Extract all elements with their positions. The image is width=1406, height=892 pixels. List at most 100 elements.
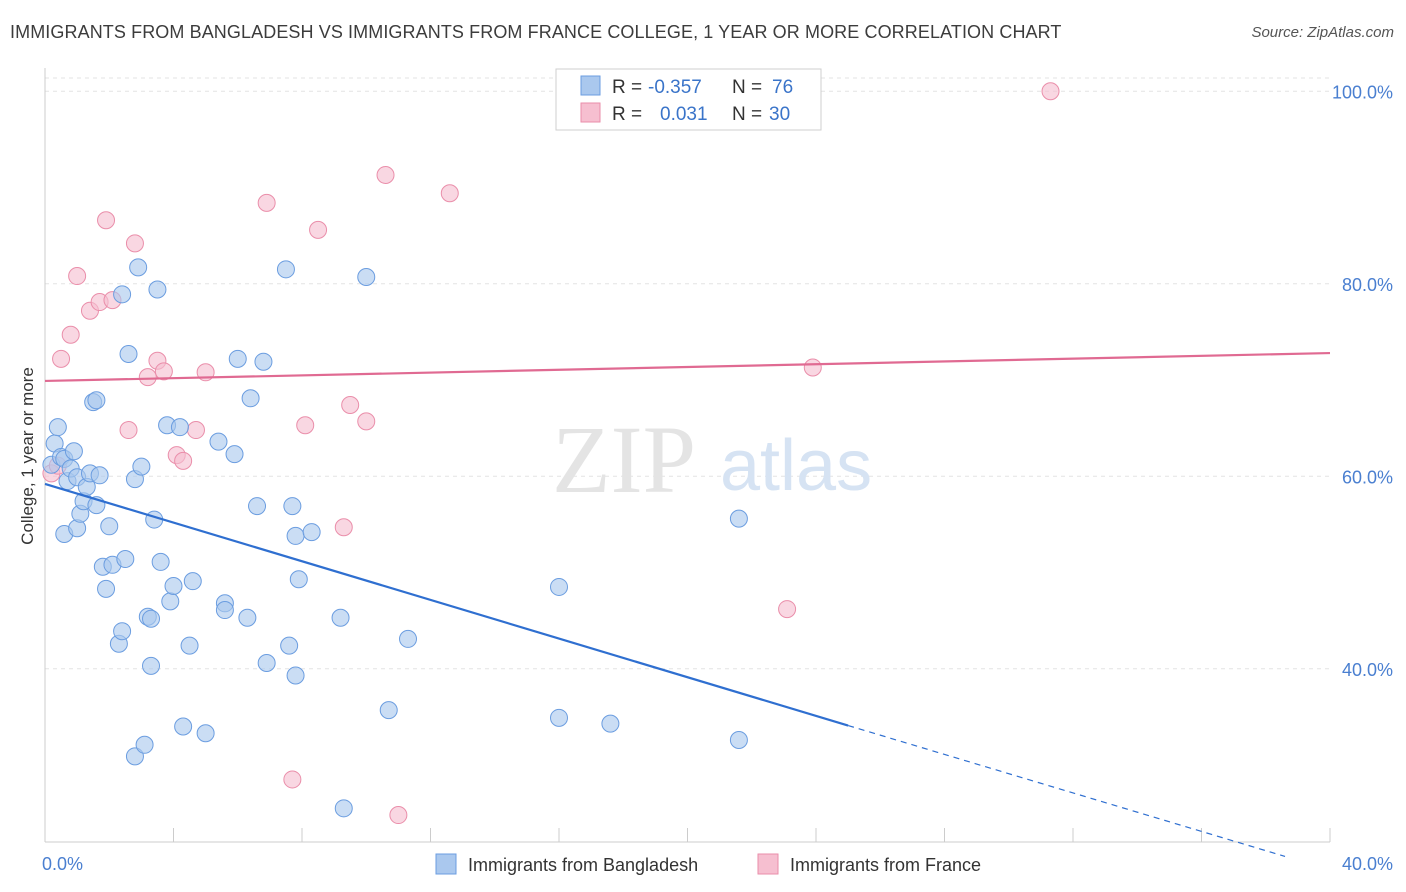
point-bangladesh: [257, 653, 276, 672]
point-france: [125, 234, 144, 253]
point-bangladesh: [729, 730, 748, 749]
y-tick-label: 40.0%: [1342, 660, 1393, 680]
point-bangladesh: [241, 389, 260, 408]
point-bangladesh: [302, 523, 321, 542]
watermark-atlas: atlas: [720, 426, 872, 506]
point-bangladesh: [90, 466, 109, 485]
trend-line-bangladesh: [44, 482, 849, 727]
point-bangladesh: [289, 570, 308, 589]
point-bangladesh: [276, 260, 295, 279]
point-bangladesh: [550, 708, 568, 727]
point-bangladesh: [164, 576, 183, 595]
point-france: [341, 396, 360, 415]
point-bangladesh: [129, 258, 148, 277]
point-bangladesh: [170, 418, 189, 437]
chart-title: IMMIGRANTS FROM BANGLADESH VS IMMIGRANTS…: [10, 22, 1062, 42]
legend-swatch-france: [580, 102, 601, 123]
y-tick-label: 100.0%: [1332, 82, 1393, 102]
point-bangladesh: [116, 550, 135, 569]
point-bangladesh: [119, 345, 138, 364]
correlation-legend: R = -0.357 N = 76 R = 0.031 N = 30: [555, 68, 822, 131]
point-bangladesh: [254, 352, 273, 371]
point-bangladesh: [729, 509, 748, 528]
point-bangladesh: [142, 656, 161, 675]
bottom-legend-swatch-bangladesh: [435, 853, 457, 875]
source-credit: Source: ZipAtlas.com: [1251, 24, 1394, 41]
point-bangladesh: [100, 517, 119, 536]
point-france: [68, 267, 87, 286]
series-france-points: [42, 82, 1060, 825]
legend-n-value-bangladesh: 76: [772, 77, 793, 98]
point-bangladesh: [48, 418, 67, 437]
point-france: [376, 165, 395, 184]
tick-labels: 40.0% 60.0% 80.0% 100.0% 0.0% 40.0%: [42, 82, 1393, 874]
legend-n-label-france: N =: [732, 104, 762, 125]
bottom-legend-label-france: Immigrants from France: [790, 855, 981, 875]
point-bangladesh: [215, 601, 234, 620]
point-bangladesh: [196, 724, 215, 743]
y-axis-title: College, 1 year or more: [18, 367, 37, 545]
point-bangladesh: [125, 747, 144, 766]
point-france: [389, 806, 408, 825]
point-bangladesh: [148, 280, 167, 299]
point-bangladesh: [379, 701, 398, 720]
trend-line-france: [44, 351, 1331, 383]
y-tick-label: 60.0%: [1342, 467, 1393, 487]
point-bangladesh: [174, 717, 193, 736]
point-france: [119, 421, 138, 440]
point-bangladesh: [280, 636, 299, 655]
legend-n-value-france: 30: [769, 104, 790, 125]
y-tick-label: 80.0%: [1342, 275, 1393, 295]
point-bangladesh: [238, 608, 257, 627]
point-bangladesh: [113, 622, 132, 641]
point-france: [186, 421, 205, 440]
point-bangladesh: [399, 629, 418, 648]
point-bangladesh: [97, 579, 116, 598]
point-bangladesh: [183, 572, 202, 591]
legend-swatch-bangladesh: [580, 75, 601, 96]
grid-lines: [45, 77, 1330, 670]
point-bangladesh: [331, 608, 350, 627]
point-bangladesh: [225, 445, 244, 464]
point-bangladesh: [142, 609, 161, 628]
point-france: [154, 362, 173, 381]
point-bangladesh: [228, 349, 247, 368]
point-france: [778, 600, 797, 619]
point-bangladesh: [248, 497, 267, 516]
series-bangladesh-points: [42, 258, 748, 818]
axes: [44, 68, 1331, 843]
point-bangladesh: [286, 666, 305, 685]
point-bangladesh: [550, 577, 568, 596]
trend-line-bangladesh-extension: [847, 724, 1286, 858]
point-france: [309, 220, 328, 239]
watermark-zip: ZIP: [552, 406, 696, 513]
point-bangladesh: [283, 497, 302, 516]
point-france: [296, 416, 315, 435]
point-bangladesh: [113, 285, 132, 304]
point-bangladesh: [334, 799, 353, 818]
x-tick-label-min: 0.0%: [42, 854, 83, 874]
point-bangladesh: [601, 714, 620, 733]
legend-r-label-bangladesh: R =: [612, 77, 642, 98]
point-bangladesh: [357, 268, 376, 287]
legend-n-label-bangladesh: N =: [732, 77, 762, 98]
point-france: [97, 211, 116, 230]
point-bangladesh: [286, 526, 305, 545]
point-bangladesh: [161, 592, 180, 611]
legend-r-value-france: 0.031: [660, 104, 708, 125]
point-bangladesh: [209, 432, 228, 451]
point-bangladesh: [132, 457, 151, 476]
trend-lines: [44, 351, 1331, 858]
point-france: [1041, 82, 1060, 101]
bottom-legend-swatch-france: [757, 853, 779, 875]
point-france: [357, 412, 376, 431]
point-bangladesh: [151, 552, 170, 571]
x-tick-label-max: 40.0%: [1342, 854, 1393, 874]
series-legend: Immigrants from Bangladesh Immigrants fr…: [435, 853, 981, 875]
point-france: [61, 325, 80, 344]
point-france: [803, 358, 822, 377]
point-france: [52, 349, 71, 368]
legend-r-label-france: R =: [612, 104, 642, 125]
point-bangladesh: [64, 442, 83, 461]
